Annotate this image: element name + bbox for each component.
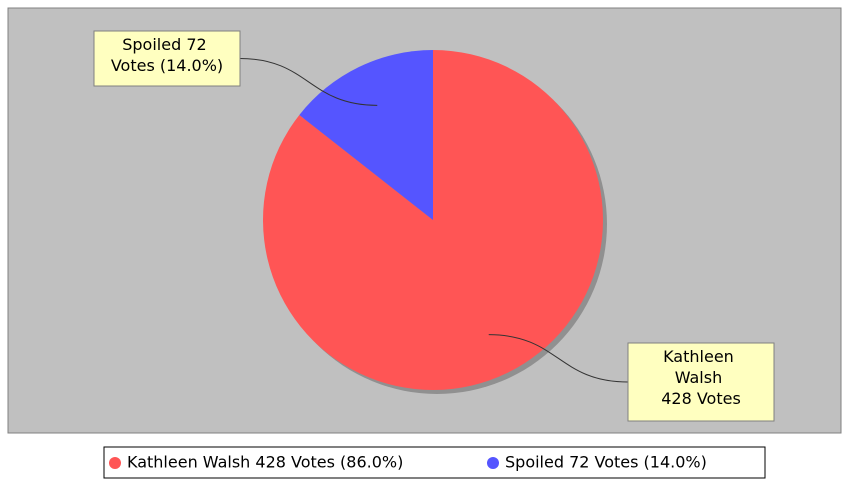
legend-swatch	[109, 457, 121, 469]
label-box	[93, 30, 241, 87]
leader-line	[239, 58, 378, 106]
legend-swatch	[487, 457, 499, 469]
slice-label: Kathleen Walsh 428 Votes	[661, 347, 741, 408]
leader-line	[488, 334, 629, 383]
legend-box	[103, 446, 766, 479]
legend-label: Spoiled 72 Votes (14.0%)	[505, 453, 707, 472]
slice-label: Spoiled 72 Votes (14.0%)	[111, 35, 223, 75]
label-box	[627, 342, 775, 422]
legend-label: Kathleen Walsh 428 Votes (86.0%)	[127, 453, 403, 472]
pie-slice	[299, 50, 433, 220]
